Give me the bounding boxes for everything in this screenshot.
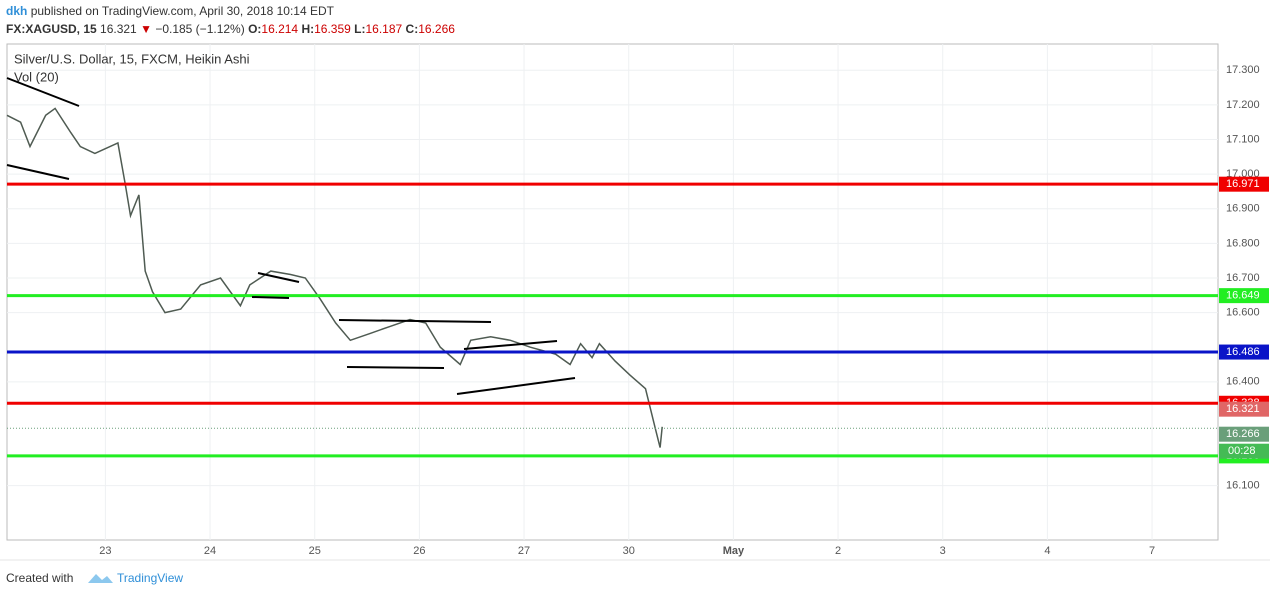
change: −0.185 (−1.12%) <box>155 22 244 36</box>
header-line: dkh published on TradingView.com, April … <box>6 4 335 18</box>
chart-subtitle: Vol (20) <box>14 69 59 84</box>
y-tick-label: 17.100 <box>1226 133 1260 145</box>
y-tick-label: 16.800 <box>1226 237 1260 249</box>
x-tick-label: 3 <box>940 545 946 557</box>
c-label: C: <box>406 22 419 36</box>
trendline <box>257 272 300 283</box>
price-label: 16.321 <box>1226 403 1260 415</box>
x-tick-label: 27 <box>518 545 530 557</box>
level-label: 16.486 <box>1226 346 1260 358</box>
price-line <box>6 107 663 448</box>
y-tick-label: 16.700 <box>1226 272 1260 284</box>
x-tick-label: 4 <box>1044 545 1050 557</box>
h-label: H: <box>301 22 314 36</box>
x-tick-label: 30 <box>623 545 635 557</box>
arrow: ▼ <box>140 22 152 36</box>
author: dkh <box>6 4 27 18</box>
x-tick-label: May <box>723 545 745 557</box>
price-label: 16.266 <box>1226 428 1260 440</box>
o-label: O: <box>248 22 261 36</box>
h: 16.359 <box>314 22 351 36</box>
marks <box>6 107 1218 458</box>
x-tick-label: 7 <box>1149 545 1155 557</box>
level-label-bg <box>1219 344 1269 360</box>
grid <box>7 44 1218 540</box>
x-tick-label: 26 <box>413 545 425 557</box>
trendline <box>463 340 558 350</box>
trendline <box>338 319 492 323</box>
y-tick-label: 16.600 <box>1226 307 1260 319</box>
o: 16.214 <box>261 22 298 36</box>
trendline <box>346 366 445 369</box>
y-tick-label: 16.900 <box>1226 203 1260 215</box>
x-tick-label: 23 <box>99 545 111 557</box>
level-label: 16.971 <box>1226 178 1260 190</box>
trendline <box>456 377 576 395</box>
trendline <box>6 77 80 107</box>
last: 16.321 <box>100 22 137 36</box>
level-label-bg <box>1219 288 1269 304</box>
footer-brand[interactable]: TradingView <box>117 571 183 585</box>
l-label: L: <box>354 22 365 36</box>
x-tick-label: 2 <box>835 545 841 557</box>
trendline <box>251 296 290 299</box>
x-tick-label: 24 <box>204 545 216 557</box>
y-tick-label: 16.400 <box>1226 376 1260 388</box>
y-tick-label: 17.200 <box>1226 99 1260 111</box>
chart-title: Silver/U.S. Dollar, 15, FXCM, Heikin Ash… <box>14 51 250 66</box>
countdown-bg <box>1219 443 1269 459</box>
c: 16.266 <box>418 22 455 36</box>
tv-logo <box>88 574 113 583</box>
plot-frame <box>6 43 1219 541</box>
trendlines <box>6 77 576 395</box>
published: published on TradingView.com, April 30, … <box>31 4 335 18</box>
countdown: 00:28 <box>1228 445 1256 457</box>
price-label-bg <box>1219 401 1269 417</box>
quote-line: FX:XAGUSD, 15 16.321 ▼ −0.185 (−1.12%) O… <box>6 22 455 36</box>
y-tick-label: 17.300 <box>1226 64 1260 76</box>
y-tick-label: 16.100 <box>1226 480 1260 492</box>
footer-created: Created with <box>6 571 73 585</box>
trendline <box>6 164 70 180</box>
x-tick-label: 25 <box>309 545 321 557</box>
level-label-bg <box>1219 176 1269 192</box>
level-label: 16.649 <box>1226 290 1260 302</box>
price-label-bg <box>1219 426 1269 442</box>
l: 16.187 <box>366 22 403 36</box>
symbol: FX:XAGUSD, 15 <box>6 22 97 36</box>
